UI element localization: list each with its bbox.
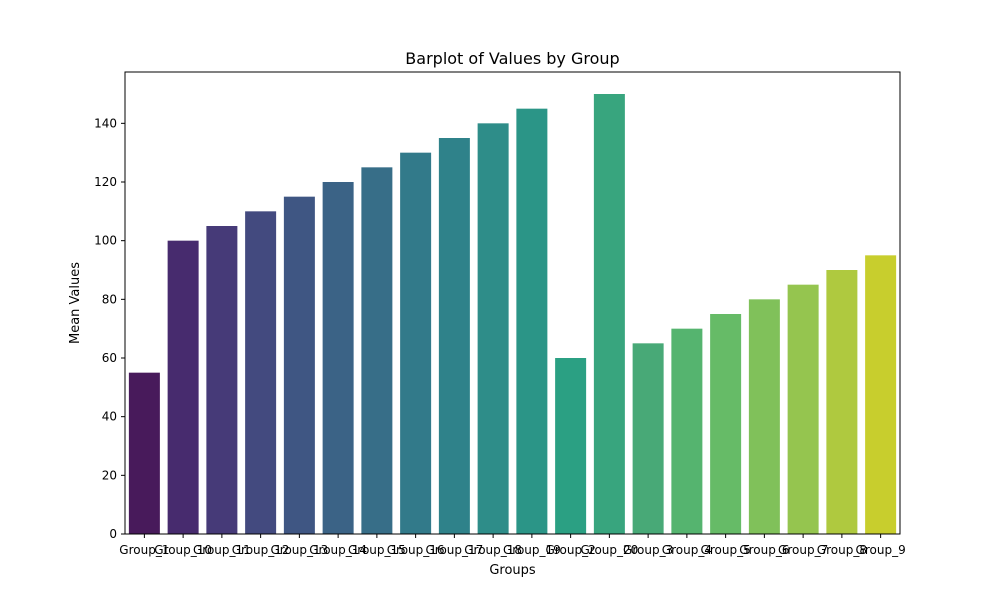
chart-title: Barplot of Values by Group xyxy=(405,49,619,68)
x-tick-label: Group_20 xyxy=(580,543,638,557)
bar-group-1 xyxy=(128,372,160,534)
x-tick-label: Group_12 xyxy=(232,543,290,557)
y-tick-label: 20 xyxy=(102,468,117,482)
bar-group-15 xyxy=(361,167,393,535)
x-tick-label: Group_17 xyxy=(425,543,483,557)
bar-group-3 xyxy=(632,343,664,534)
bar-group-20 xyxy=(593,94,625,534)
x-tick-label: Group_6 xyxy=(739,543,789,557)
y-tick-label: 0 xyxy=(109,527,117,541)
bar-group-12 xyxy=(245,211,277,535)
x-tick-label: Group_13 xyxy=(270,543,328,557)
bar-group-10 xyxy=(167,240,199,534)
bar-group-17 xyxy=(438,138,470,534)
x-tick-label: Group_15 xyxy=(348,543,406,557)
bar-group-11 xyxy=(206,226,238,534)
x-axis-label: Groups xyxy=(489,563,536,578)
x-tick-label: Group_4 xyxy=(662,543,712,557)
y-tick-label: 120 xyxy=(94,175,117,189)
x-tick-label: Group_8 xyxy=(817,543,867,557)
bar-group-8 xyxy=(826,270,858,534)
x-tick-label: Group_7 xyxy=(778,543,828,557)
bar-group-18 xyxy=(477,123,509,534)
x-tick-label: Group_3 xyxy=(623,543,673,557)
x-axis-ticks: Group_1Group_10Group_11Group_12Group_13G… xyxy=(119,534,906,557)
y-axis-ticks: 0 20 40 60 80 100 120 140 xyxy=(94,116,125,541)
bar-group-2 xyxy=(555,358,587,534)
bar-group-6 xyxy=(748,299,780,534)
y-tick-label: 80 xyxy=(102,292,117,306)
x-tick-label: Group_10 xyxy=(154,543,212,557)
y-tick-label: 100 xyxy=(94,234,117,248)
y-tick-label: 140 xyxy=(94,116,117,130)
bar-group-16 xyxy=(400,152,432,534)
x-tick-label: Group_9 xyxy=(856,543,906,557)
y-axis-label: Mean Values xyxy=(68,262,83,344)
bar-group-5 xyxy=(710,314,742,534)
y-tick-label: 40 xyxy=(102,410,117,424)
x-tick-label: Group_19 xyxy=(503,543,561,557)
bar-group-19 xyxy=(516,108,548,535)
plot-frame xyxy=(124,71,901,535)
x-tick-label: Group_1 xyxy=(119,543,169,557)
x-tick-label: Group_2 xyxy=(546,543,596,557)
x-tick-label: Group_14 xyxy=(309,543,367,557)
bar-group-14 xyxy=(322,182,354,534)
y-tick-label: 60 xyxy=(102,351,117,365)
x-tick-label: Group_5 xyxy=(701,543,751,557)
bar-group-9 xyxy=(865,255,897,535)
x-tick-label: Group_16 xyxy=(387,543,445,557)
x-tick-label: Group_11 xyxy=(193,543,251,557)
bar-group-4 xyxy=(671,328,703,534)
bar-group-7 xyxy=(787,284,819,534)
bar-group-13 xyxy=(283,196,315,534)
x-tick-label: Group_18 xyxy=(464,543,522,557)
bars-group xyxy=(128,94,897,535)
